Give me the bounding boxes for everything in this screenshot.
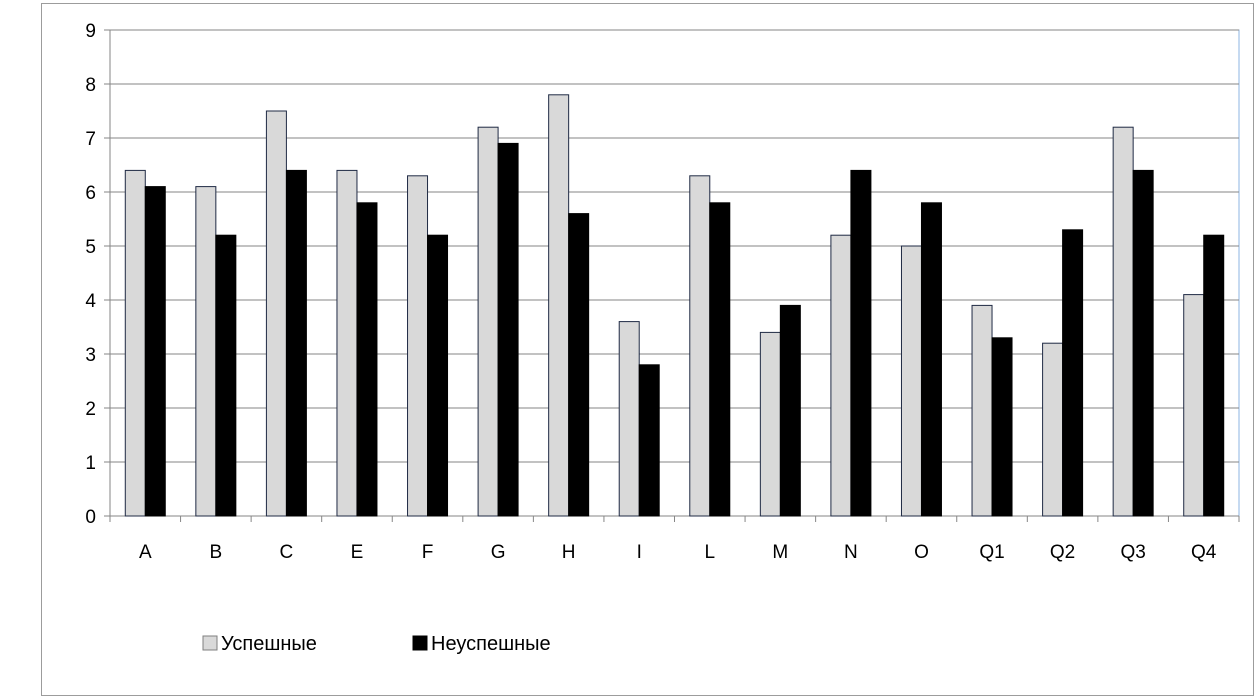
- bar-neuspeshnye-i: [638, 364, 660, 517]
- bar-uspeshnye-h: [548, 94, 570, 517]
- x-tick-label: A: [139, 542, 152, 563]
- bar-neuspeshnye-g: [497, 142, 519, 517]
- bar-uspeshnye-c: [265, 110, 287, 517]
- bar-uspeshnye-g: [477, 126, 499, 517]
- bar-uspeshnye-o: [900, 245, 922, 517]
- bar-neuspeshnye-b: [215, 234, 237, 517]
- bar-uspeshnye-m: [759, 331, 781, 517]
- bar-uspeshnye-b: [195, 186, 217, 517]
- bar-neuspeshnye-o: [920, 202, 942, 517]
- bar-neuspeshnye-q4: [1203, 234, 1225, 517]
- x-tick-label: C: [280, 542, 294, 563]
- bar-neuspeshnye-c: [285, 169, 307, 517]
- x-tick-label: N: [844, 542, 858, 563]
- y-tick-label: 6: [85, 183, 96, 204]
- legend: Успешные Неуспешные: [202, 633, 551, 655]
- legend-swatch-neuspeshnye: [412, 635, 428, 651]
- x-tick-label: Q2: [1050, 542, 1075, 563]
- legend-label-neuspeshnye: Неуспешные: [431, 633, 551, 655]
- y-tick-label: 9: [85, 21, 96, 42]
- x-tick-label: O: [914, 542, 929, 563]
- bar-uspeshnye-i: [618, 321, 640, 517]
- x-tick-label: Q3: [1120, 542, 1145, 563]
- bar-uspeshnye-q3: [1112, 126, 1134, 517]
- bar-neuspeshnye-l: [709, 202, 731, 517]
- bar-neuspeshnye-q2: [1062, 229, 1084, 517]
- y-tick-label: 5: [85, 237, 96, 258]
- y-tick-label: 2: [85, 399, 96, 420]
- y-tick-label: 8: [85, 75, 96, 96]
- bar-uspeshnye-n: [830, 234, 852, 517]
- bar-uspeshnye-q1: [971, 304, 993, 517]
- bar-uspeshnye-q2: [1042, 342, 1064, 517]
- x-tick-label: Q4: [1191, 542, 1217, 563]
- bar-neuspeshnye-q3: [1132, 169, 1154, 517]
- bar-neuspeshnye-m: [779, 304, 801, 517]
- bar-neuspeshnye-h: [568, 213, 590, 517]
- x-tick-label: H: [562, 542, 576, 563]
- y-tick-label: 7: [85, 129, 96, 150]
- bar-neuspeshnye-q1: [991, 337, 1013, 517]
- bar-neuspeshnye-f: [427, 234, 449, 517]
- y-tick-label: 0: [85, 507, 96, 528]
- bar-uspeshnye-f: [407, 175, 429, 517]
- bar-uspeshnye-l: [689, 175, 711, 517]
- x-tick-label: Q1: [979, 542, 1004, 563]
- bar-neuspeshnye-a: [144, 186, 166, 517]
- legend-label-uspeshnye: Успешные: [221, 633, 317, 655]
- x-tick-label: E: [351, 542, 364, 563]
- y-tick-label: 1: [85, 453, 96, 474]
- x-tick-label: F: [422, 542, 434, 563]
- bar-neuspeshnye-e: [356, 202, 378, 517]
- x-tick-label: G: [491, 542, 506, 563]
- x-tick-label: B: [210, 542, 223, 563]
- bar-uspeshnye-a: [124, 169, 146, 517]
- x-tick-label: L: [704, 542, 715, 563]
- y-tick-label: 4: [85, 291, 96, 312]
- bar-neuspeshnye-n: [850, 169, 872, 517]
- bar-uspeshnye-q4: [1183, 294, 1205, 517]
- bar-uspeshnye-e: [336, 169, 358, 517]
- x-tick-label: I: [637, 542, 642, 563]
- legend-swatch-uspeshnye: [202, 635, 218, 651]
- y-tick-label: 3: [85, 345, 96, 366]
- x-tick-label: M: [772, 542, 788, 563]
